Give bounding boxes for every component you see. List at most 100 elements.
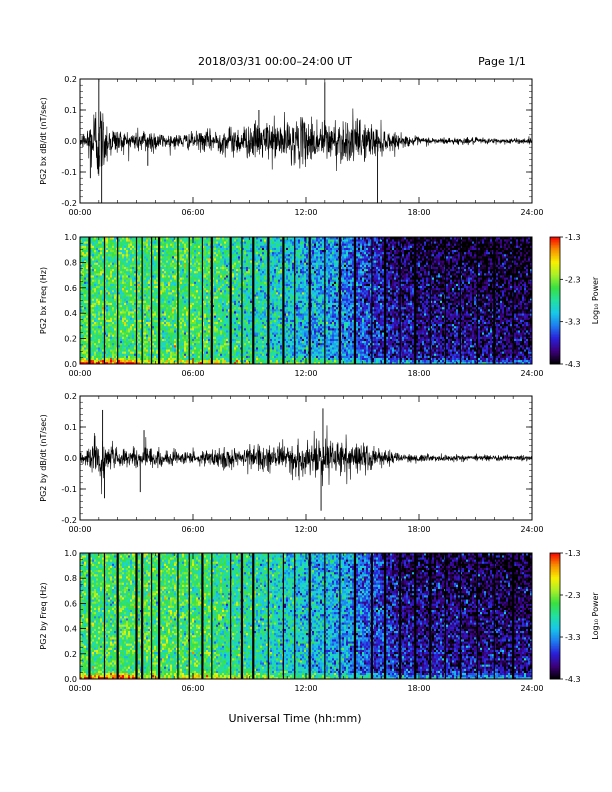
bx-spectrogram-cell (108, 328, 110, 330)
bx-spectrogram-cell (118, 294, 120, 296)
bx-spectrogram-cell (126, 245, 128, 247)
bx-spectrogram-cell (110, 341, 112, 343)
bx-spectrogram-cell (132, 279, 134, 281)
bx-spectrogram-cell (128, 275, 130, 277)
bx-spectrogram-cell (126, 298, 128, 300)
bx-spectrogram-cell (130, 288, 132, 290)
bx-spectrogram-cell (108, 243, 110, 245)
bx-spectrogram-cell (100, 245, 102, 247)
bx-spectrogram-cell (112, 267, 114, 269)
bx-spectrogram-cell (108, 315, 110, 317)
bx-spectrogram-cell (122, 265, 124, 267)
bx-spectrogram-cell (132, 271, 134, 273)
bx-spectrogram-cell (118, 288, 120, 290)
bx-spectrogram-cell (114, 292, 116, 294)
bx-spectrogram-cell (124, 336, 126, 338)
bx-spectrogram-cell (86, 345, 88, 347)
bx-spectrogram-cell (130, 275, 132, 277)
bx-spectrogram-cell (132, 286, 134, 288)
bx-spectrogram-cell (96, 309, 98, 311)
bx-spectrogram-cell (106, 353, 108, 355)
bx-spectrogram-cell (86, 305, 88, 307)
bx-spectrogram-cell (96, 252, 98, 254)
bx-spectrogram-cell (110, 252, 112, 254)
bx-spectrogram-cell (82, 345, 84, 347)
bx-spectrogram-cell (106, 320, 108, 322)
bx-spectrogram-cell (114, 256, 116, 258)
bx-spectrogram-cell (110, 351, 112, 353)
bx-spectrogram-cell (130, 326, 132, 328)
bx-spectrogram-cell (132, 252, 134, 254)
bx-spectrogram-cell (124, 303, 126, 305)
bx-spectrogram-cell (96, 286, 98, 288)
bx-spectrogram-cell (98, 245, 100, 247)
bx-spectrogram-cell (126, 317, 128, 319)
bx-spectrogram-cell (114, 301, 116, 303)
bx-spectrogram-cell (122, 328, 124, 330)
bx-spectrogram-cell (124, 358, 126, 360)
bx-spectrogram-cell (132, 258, 134, 260)
bx-spectrogram-cell (96, 273, 98, 275)
bx-spectrogram-cell (110, 277, 112, 279)
bx-spectrogram-cell (130, 239, 132, 241)
bx-spectrogram-cell (110, 262, 112, 264)
bx-spectrogram-cell (126, 296, 128, 298)
bx-spectrogram-cell (108, 326, 110, 328)
bx-spectrogram-cell (94, 239, 96, 241)
bx-spectrogram-cell (106, 267, 108, 269)
bx-spectrogram-cell (128, 334, 130, 336)
bx-spectrogram-cell (86, 275, 88, 277)
bx-spectrogram-cell (118, 241, 120, 243)
bx-spectrogram-cell (132, 336, 134, 338)
bx-spectrogram-cell (114, 349, 116, 351)
bx-spectrogram-cell (118, 290, 120, 292)
bx-spectrogram-cell (128, 313, 130, 315)
bx-spectrogram-cell (98, 239, 100, 241)
bx-spectrogram-cell (108, 284, 110, 286)
bx-spectrogram-cell (132, 307, 134, 309)
bx-spectrogram-cell (110, 288, 112, 290)
bx-spectrogram-cell (94, 301, 96, 303)
bx-spectrogram-cell (108, 320, 110, 322)
bx-spectrogram-cell (92, 269, 94, 271)
bx-spectrogram-cell (110, 324, 112, 326)
bx-spectrogram-cell (106, 317, 108, 319)
bx-spectrogram-cell (126, 241, 128, 243)
bx-spectrogram-cell (126, 288, 128, 290)
bx-spectrogram-cell (92, 254, 94, 256)
bx-spectrogram-cell (108, 351, 110, 353)
bx-spectrogram-cell (120, 269, 122, 271)
bx-spectrogram-cell (100, 262, 102, 264)
bx-dbdt-x-tick-label: 18:00 (407, 208, 430, 217)
bx-spectrogram-cell (84, 356, 86, 358)
bx-spectrogram-cell (106, 322, 108, 324)
bx-spectrogram-cell (124, 269, 126, 271)
bx-spectrogram-cell (110, 298, 112, 300)
bx-spectrogram-cell (128, 315, 130, 317)
bx-spectrogram-cell (122, 294, 124, 296)
bx-spectrogram-cell (84, 271, 86, 273)
bx-spectrogram-cell (110, 326, 112, 328)
bx-spectrogram-cell (108, 260, 110, 262)
bx-spectrogram-cell (132, 334, 134, 336)
bx-spectrogram-cell (122, 311, 124, 313)
bx-spectrogram-cell (108, 252, 110, 254)
bx-spectrogram-cell (118, 277, 120, 279)
bx-spectrogram-cell (132, 273, 134, 275)
bx-spectrogram-cell (122, 243, 124, 245)
bx-spectrogram-cell (114, 351, 116, 353)
bx-spectrogram-cell (106, 296, 108, 298)
bx-spectrogram-cell (110, 322, 112, 324)
bx-spectrogram-cell (108, 309, 110, 311)
bx-spectrogram-cell (96, 332, 98, 334)
bx-spectrogram-cell (98, 307, 100, 309)
bx-spectrogram-cell (114, 298, 116, 300)
bx-spectrogram-cell (84, 245, 86, 247)
bx-spectrogram-cell (128, 345, 130, 347)
bx-spectrogram-cell (124, 330, 126, 332)
bx-spectrogram-cell (132, 243, 134, 245)
bx-spectrogram-cell (94, 248, 96, 250)
bx-spectrogram-cell (110, 343, 112, 345)
bx-spectrogram-cell (118, 271, 120, 273)
bx-spectrogram-cell (110, 267, 112, 269)
